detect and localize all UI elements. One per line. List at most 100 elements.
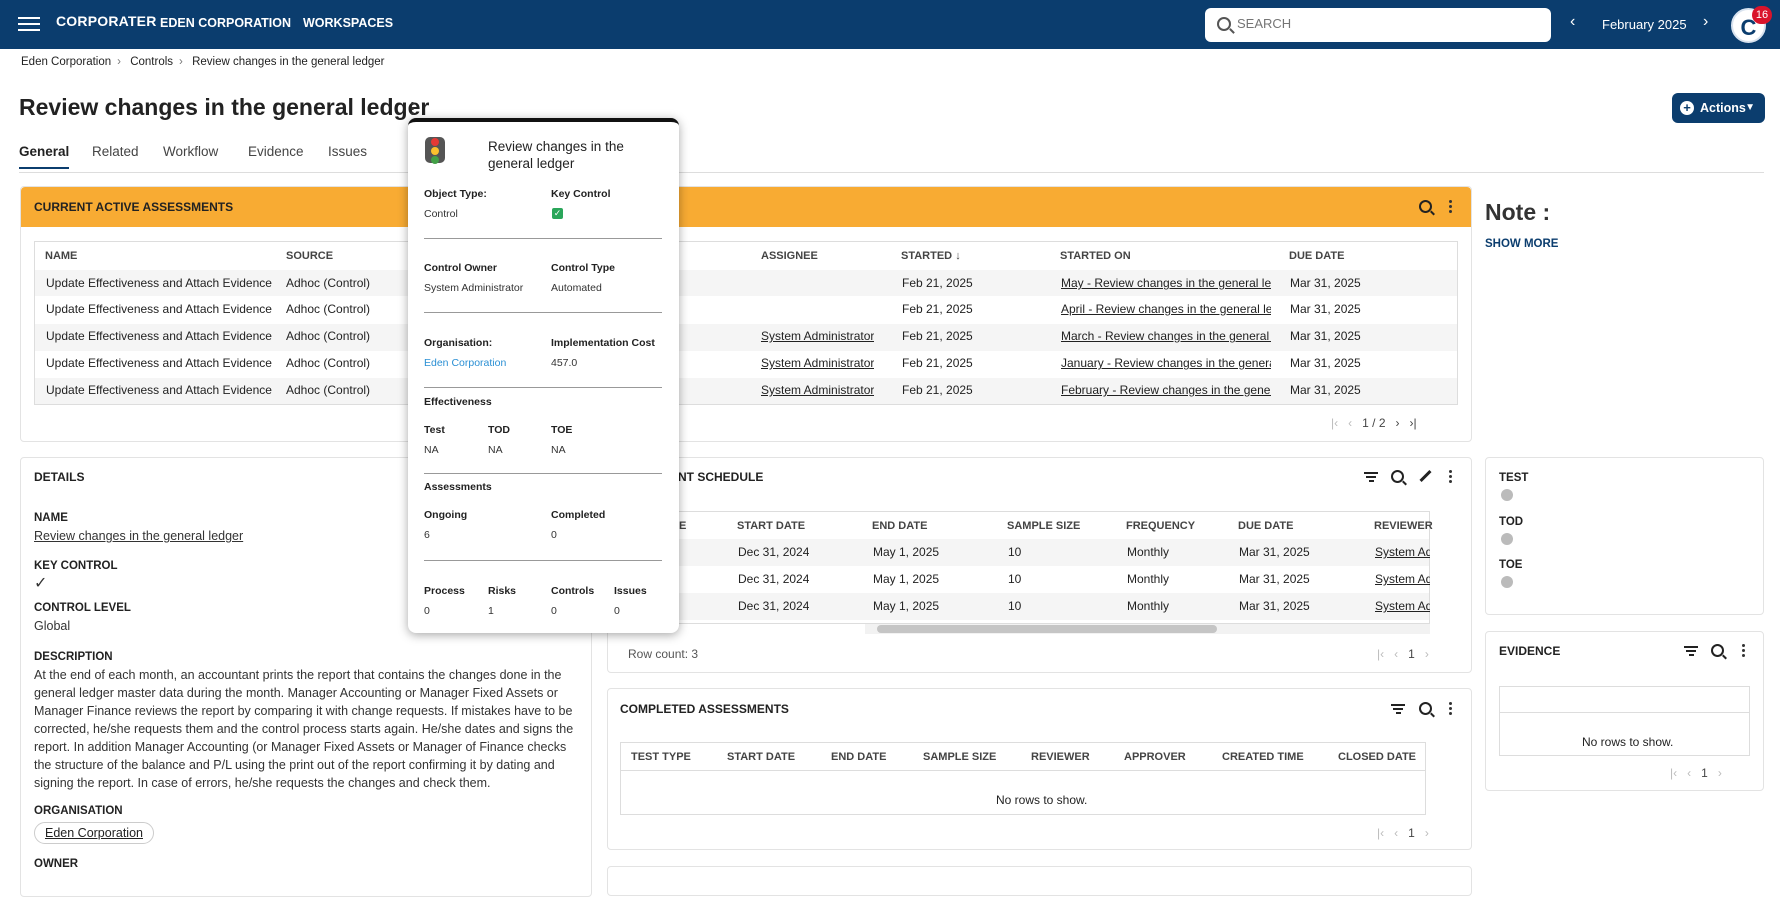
col-started[interactable]: STARTED ↓: [901, 250, 961, 262]
next-page-icon[interactable]: ›: [1395, 416, 1400, 430]
next-page-icon[interactable]: ›: [1424, 647, 1429, 661]
text-label[interactable]: START DATE: [727, 751, 796, 763]
text-label[interactable]: REVIEWER: [1031, 751, 1090, 763]
text-label: ORGANISATION: [34, 805, 123, 817]
col-started-on[interactable]: STARTED ON: [1060, 250, 1131, 262]
search-box[interactable]: [1205, 8, 1551, 42]
text-label[interactable]: START DATE: [737, 520, 806, 532]
status-dot-icon: [1501, 489, 1513, 501]
more-icon[interactable]: [1447, 700, 1453, 718]
actions-button[interactable]: + Actions ▼: [1672, 93, 1765, 123]
search-icon[interactable]: [1711, 644, 1724, 657]
text-label[interactable]: System Adm: [1375, 545, 1430, 559]
text-label[interactable]: System Administrator: [761, 356, 875, 370]
text-label[interactable]: System Administrator: [761, 383, 875, 397]
search-icon[interactable]: [1391, 470, 1404, 483]
col-source[interactable]: SOURCE: [286, 250, 334, 262]
text-label[interactable]: System Adm: [1375, 572, 1430, 586]
text-label[interactable]: SAMPLE SIZE: [1007, 520, 1081, 532]
divider: [35, 270, 1457, 296]
text-label: TOE: [551, 424, 573, 436]
text-label: Update Effectiveness and Attach Evidence: [46, 356, 272, 370]
text-label: May 1, 2025: [873, 599, 940, 613]
details-name-value[interactable]: Review changes in the general ledger: [34, 529, 244, 543]
tab-workflow[interactable]: Workflow: [163, 144, 219, 159]
text-label[interactable]: May - Review changes in the general ledg…: [1061, 276, 1271, 290]
first-page-icon[interactable]: |‹: [1377, 647, 1385, 661]
text-label[interactable]: REVIEWER: [1374, 520, 1433, 532]
text-label[interactable]: END DATE: [872, 520, 928, 532]
text-label[interactable]: E: [679, 520, 687, 532]
text-label[interactable]: DUE DATE: [1238, 520, 1294, 532]
search-input[interactable]: [1237, 16, 1537, 31]
next-page-icon[interactable]: ›: [1717, 766, 1722, 780]
tab-related[interactable]: Related: [92, 144, 139, 159]
prev-page-icon[interactable]: ‹: [1687, 766, 1692, 780]
text-label[interactable]: TEST TYPE: [631, 751, 691, 763]
prev-page-icon[interactable]: ‹: [1394, 647, 1399, 661]
tab-evidence[interactable]: Evidence: [248, 144, 304, 159]
text-label: Issues: [614, 585, 647, 597]
tab-issues[interactable]: Issues: [328, 144, 368, 159]
filter-icon[interactable]: [1391, 704, 1405, 714]
scrollbar-thumb[interactable]: [877, 625, 1217, 633]
checkbox-checked-icon: ✓: [552, 208, 563, 219]
popup-organisation-link[interactable]: Eden Corporation: [424, 357, 507, 369]
search-icon[interactable]: [1419, 702, 1432, 715]
text-label[interactable]: System Adm: [1375, 599, 1430, 613]
month-prev-icon[interactable]: ‹: [1570, 13, 1576, 30]
text-label[interactable]: CREATED TIME: [1222, 751, 1304, 763]
breadcrumb-item[interactable]: Eden Corporation: [21, 56, 112, 68]
title-menu-icon[interactable]: [409, 100, 415, 120]
text-label[interactable]: January - Review changes in the general …: [1061, 356, 1271, 370]
text-label[interactable]: CLOSED DATE: [1338, 751, 1417, 763]
first-page-icon[interactable]: |‹: [1331, 416, 1339, 430]
text-label[interactable]: END DATE: [831, 751, 887, 763]
month-next-icon[interactable]: ›: [1703, 13, 1709, 30]
more-icon[interactable]: [1447, 468, 1453, 486]
text-label: 1 / 2: [1362, 416, 1386, 430]
first-page-icon[interactable]: |‹: [1377, 826, 1385, 840]
logo[interactable]: CORPORATER: [56, 13, 157, 29]
text-label: Control: [424, 208, 458, 220]
more-icon[interactable]: [1447, 198, 1453, 216]
text-label: Mar 31, 2025: [1290, 356, 1361, 370]
sort-arrow-icon: ↓: [955, 250, 961, 262]
text-label: STARTED: [901, 250, 953, 262]
more-icon[interactable]: [1740, 642, 1746, 660]
text-label: Controls: [551, 585, 595, 597]
text-label[interactable]: System Administrator: [761, 329, 875, 343]
nav-workspaces[interactable]: WORKSPACES: [303, 16, 394, 30]
last-page-icon[interactable]: ›|: [1409, 416, 1417, 430]
text-label[interactable]: April - Review changes in the general le…: [1061, 302, 1271, 316]
text-label: Risks: [488, 585, 517, 597]
text-label[interactable]: SAMPLE SIZE: [923, 751, 997, 763]
text-label[interactable]: FREQUENCY: [1126, 520, 1196, 532]
filter-icon[interactable]: [1684, 646, 1698, 656]
next-page-icon[interactable]: ›: [1424, 826, 1429, 840]
search-icon[interactable]: [1419, 200, 1432, 213]
breadcrumb-item[interactable]: Controls: [130, 56, 174, 68]
nav-company[interactable]: EDEN CORPORATION: [160, 16, 292, 30]
text-label: May 1, 2025: [873, 572, 940, 586]
text-label: CONTROL LEVEL: [34, 602, 131, 614]
tab-general[interactable]: General: [19, 144, 70, 169]
col-due-date[interactable]: DUE DATE: [1289, 250, 1345, 262]
text-label: Dec 31, 2024: [738, 572, 810, 586]
show-more-link[interactable]: SHOW MORE: [1485, 238, 1559, 250]
prev-page-icon[interactable]: ‹: [1394, 826, 1399, 840]
col-name[interactable]: NAME: [45, 250, 78, 262]
text-label[interactable]: March - Review changes in the general le…: [1061, 329, 1271, 343]
organisation-chip[interactable]: Eden Corporation: [34, 822, 154, 844]
notification-badge[interactable]: 16: [1752, 6, 1772, 24]
effectiveness-card: [1485, 457, 1764, 615]
text-label: 0: [424, 605, 430, 617]
filter-icon[interactable]: [1364, 472, 1378, 482]
horizontal-scrollbar[interactable]: [865, 624, 1430, 634]
prev-page-icon[interactable]: ‹: [1348, 416, 1353, 430]
text-label[interactable]: APPROVER: [1124, 751, 1186, 763]
col-assignee[interactable]: ASSIGNEE: [761, 250, 818, 262]
menu-icon[interactable]: [18, 13, 40, 33]
text-label[interactable]: February - Review changes in the general…: [1061, 383, 1271, 397]
first-page-icon[interactable]: |‹: [1670, 766, 1678, 780]
